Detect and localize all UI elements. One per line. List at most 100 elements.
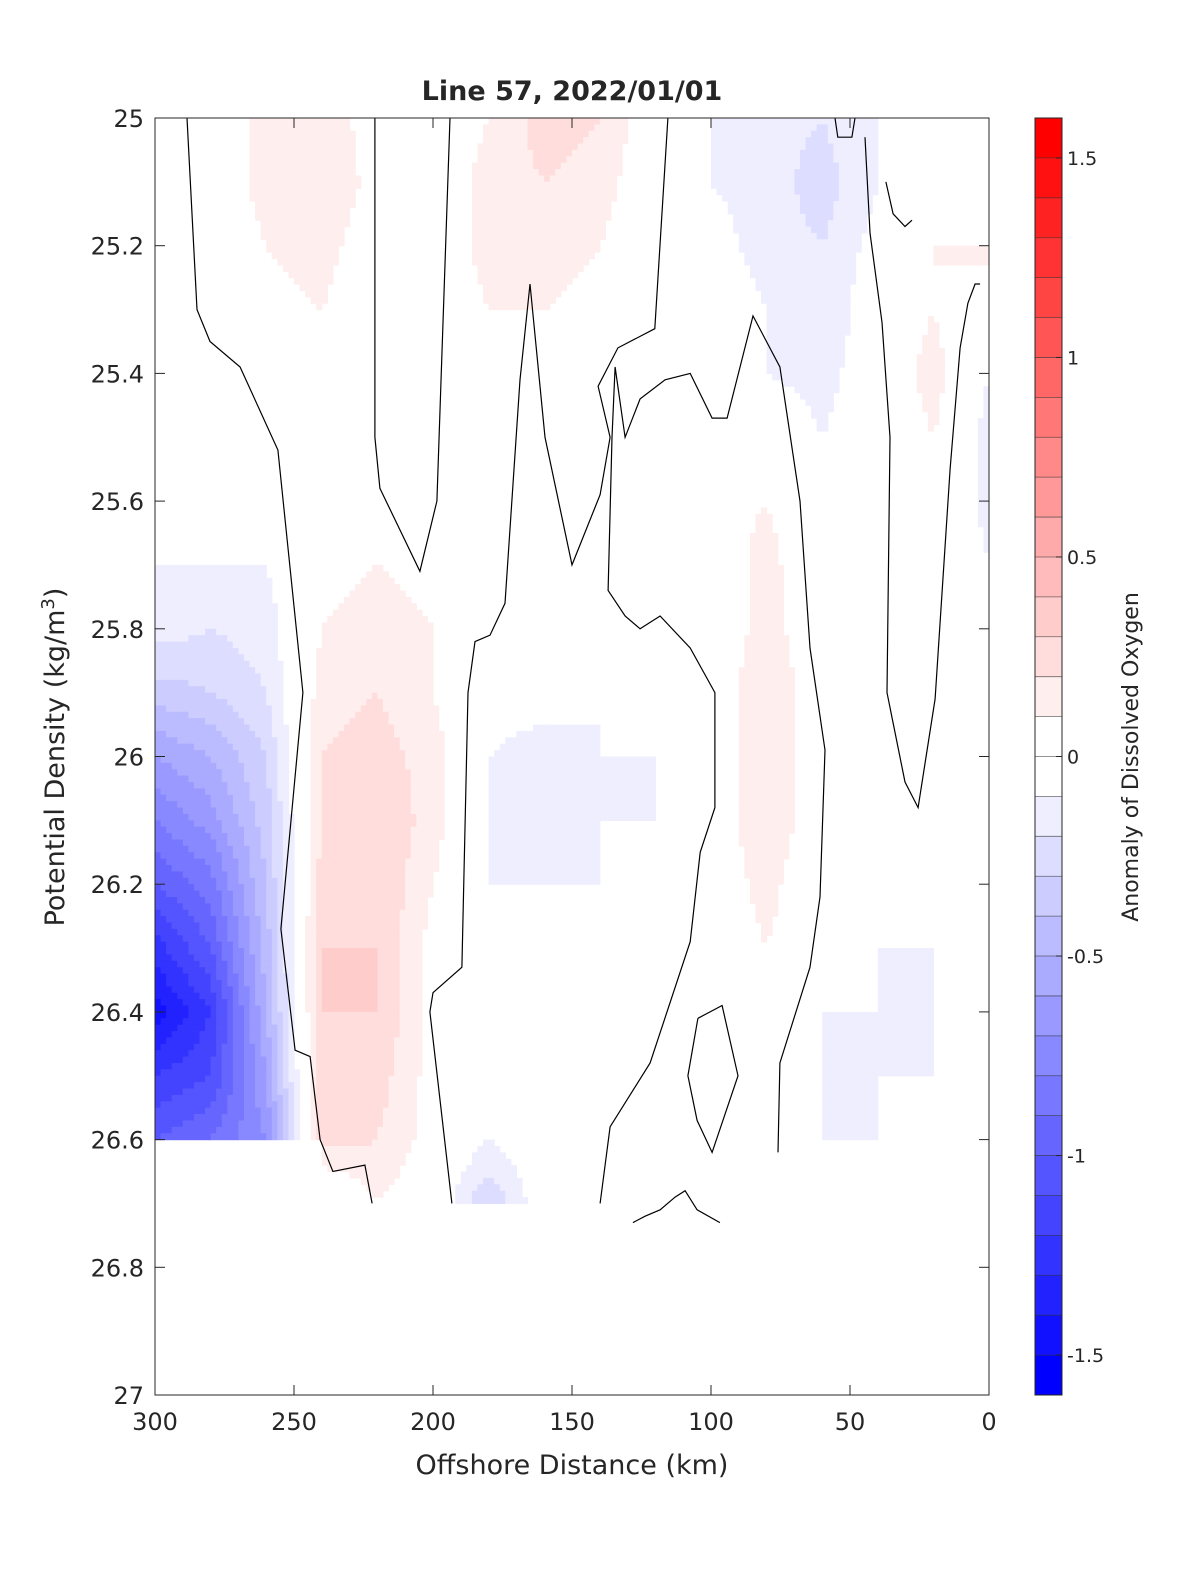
contour-cell <box>232 1005 245 1013</box>
contour-cell <box>766 577 784 585</box>
contour-cell <box>277 1024 284 1032</box>
colorbar-level <box>1035 556 1062 598</box>
contour-cell <box>216 935 228 943</box>
contour-cell <box>822 1101 879 1109</box>
contour-cell <box>266 1088 273 1096</box>
contour-cell <box>260 1024 267 1032</box>
contour-cell <box>544 782 601 790</box>
contour-cell <box>755 284 768 291</box>
contour-cell <box>155 1031 173 1039</box>
contour-cell <box>544 737 601 745</box>
contour-cell <box>321 1088 378 1096</box>
contour-cell <box>877 948 934 956</box>
contour-cell <box>310 1069 317 1077</box>
contour-cell <box>210 1024 217 1032</box>
contour-cell <box>488 143 529 151</box>
contour-cell <box>822 162 840 170</box>
contour-cell <box>799 194 823 202</box>
contour-cell <box>271 826 284 834</box>
contour-cell <box>877 992 934 1000</box>
contour-cell <box>766 756 795 764</box>
contour-cell <box>238 865 251 873</box>
contour-cell <box>210 999 217 1007</box>
contour-cell <box>310 1037 317 1045</box>
contour-cell <box>238 1120 262 1128</box>
contour-cell <box>544 756 601 764</box>
contour-cell <box>177 769 212 777</box>
contour-cell <box>271 788 278 796</box>
contour-cell <box>155 1043 162 1051</box>
contour-cell <box>188 877 212 885</box>
contour-cell <box>977 501 990 509</box>
y-tick-label: 25.2 <box>91 233 144 261</box>
contour-cell <box>766 360 823 368</box>
contour-cell <box>288 1037 295 1045</box>
contour-cell <box>221 909 234 917</box>
contour-cell <box>321 1107 378 1115</box>
contour-cell <box>277 928 284 936</box>
contour-cell <box>433 730 445 738</box>
colorbar-level <box>1035 956 1062 997</box>
colorbar-level <box>1035 836 1062 877</box>
contour-cell <box>377 916 401 924</box>
contour-cell <box>349 590 378 598</box>
contour-cell <box>266 686 284 694</box>
contour-cell <box>316 877 323 885</box>
contour-cell <box>171 986 195 994</box>
contour-cell <box>305 922 317 930</box>
contour-cell <box>199 1031 212 1039</box>
contour-cell <box>399 935 423 943</box>
contour-cell <box>766 194 801 202</box>
contour-cell <box>405 871 434 879</box>
contour-cell <box>266 826 273 834</box>
contour-cell <box>316 1094 323 1102</box>
contour-cell <box>799 392 823 400</box>
contour-cell <box>310 737 323 745</box>
contour-cell <box>822 264 857 272</box>
contour-cell <box>488 1184 501 1192</box>
contour-cell <box>321 1024 378 1032</box>
contour-cell <box>599 213 612 221</box>
contour-cell <box>766 762 795 770</box>
contour-cell <box>266 871 273 879</box>
contour-cell <box>321 711 356 719</box>
contour-cell <box>310 839 323 847</box>
contour-cell <box>282 1126 290 1134</box>
contour-cell <box>210 622 267 630</box>
contour-cell <box>321 149 356 157</box>
contour-cell <box>266 769 278 777</box>
contour-cell <box>243 960 256 968</box>
contour-cell <box>822 335 846 343</box>
contour-cell <box>811 226 823 234</box>
contour-cell <box>766 539 779 547</box>
contour-cell <box>783 379 823 387</box>
contour-cell <box>738 743 768 751</box>
contour-cell <box>394 1050 423 1058</box>
contour-cell <box>166 979 189 987</box>
contour-cell <box>766 705 795 713</box>
contour-cell <box>160 1101 212 1109</box>
contour-cell <box>933 252 990 260</box>
contour-cell <box>749 271 768 279</box>
contour-cell <box>210 1062 223 1070</box>
contour-cell <box>499 1184 523 1192</box>
contour-cell <box>544 788 601 796</box>
contour-cell <box>377 750 406 758</box>
contour-cell <box>216 1037 228 1045</box>
contour-cell <box>321 1005 378 1013</box>
contour-cell <box>749 584 768 592</box>
contour-cell <box>377 794 412 802</box>
colorbar-level <box>1035 357 1062 398</box>
contour-cell <box>377 628 434 636</box>
contour-cell <box>916 386 934 394</box>
contour-cell <box>755 909 768 917</box>
contour-cell <box>377 1075 390 1083</box>
contour-cell <box>316 1107 323 1115</box>
contour-cell <box>477 149 490 157</box>
contour-cell <box>822 309 851 317</box>
contour-cell <box>266 948 273 956</box>
contour-cell <box>277 756 290 764</box>
contour-cell <box>599 194 618 202</box>
contour-cell <box>738 807 768 815</box>
contour-cell <box>321 1139 373 1147</box>
